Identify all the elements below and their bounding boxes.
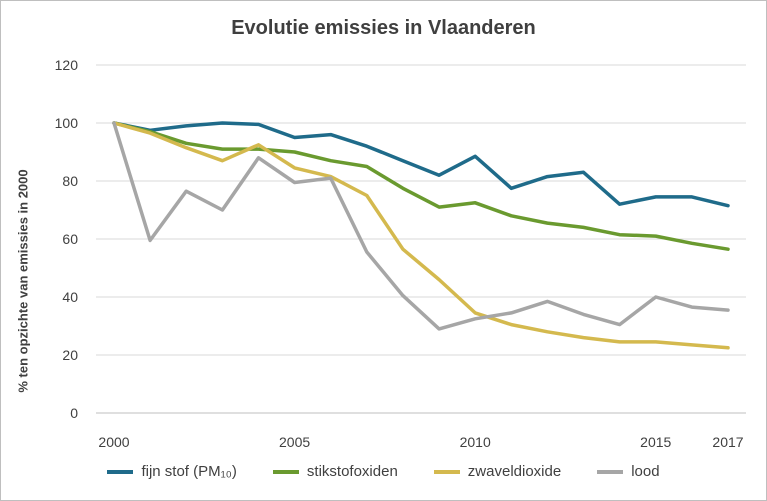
legend-item: fijn stof (PM₁₀) [107,463,237,480]
legend-swatch [433,469,460,474]
y-tick-label: 120 [55,57,79,73]
chart-title: Evolutie emissies in Vlaanderen [231,17,536,39]
legend-item: zwaveldioxide [433,463,562,480]
x-tick-label: 2015 [640,434,671,450]
x-tick-label: 2000 [98,434,129,450]
legend-label: stikstofoxiden [306,463,398,480]
legend-swatch [272,469,299,474]
x-tick-label: 2005 [279,434,310,450]
legend-swatch [597,469,624,474]
x-tick-label: 2017 [712,434,743,450]
legend-swatch [107,469,134,474]
y-tick-label: 80 [62,173,78,189]
x-tick-label: 2010 [460,434,491,450]
series-line-stikstofoxiden [112,121,730,251]
legend-label: zwaveldioxide [467,463,562,480]
y-tick-label: 60 [62,231,78,247]
y-tick-label: 40 [62,289,78,305]
legend-label: fijn stof (PM₁₀) [141,463,237,480]
y-tick-label: 0 [70,405,78,421]
legend: fijn stof (PM₁₀) stikstofoxiden zwaveldiox… [1,463,766,480]
series-line-zwaveldioxide [112,121,730,350]
y-tick-label: 20 [62,347,78,363]
y-tick-label: 100 [55,115,79,131]
legend-label: lood [631,463,660,480]
series-line-lood [112,121,730,331]
series-line-fijn [112,121,730,208]
legend-item: stikstofoxiden [272,463,398,480]
legend-item: lood [597,463,660,480]
